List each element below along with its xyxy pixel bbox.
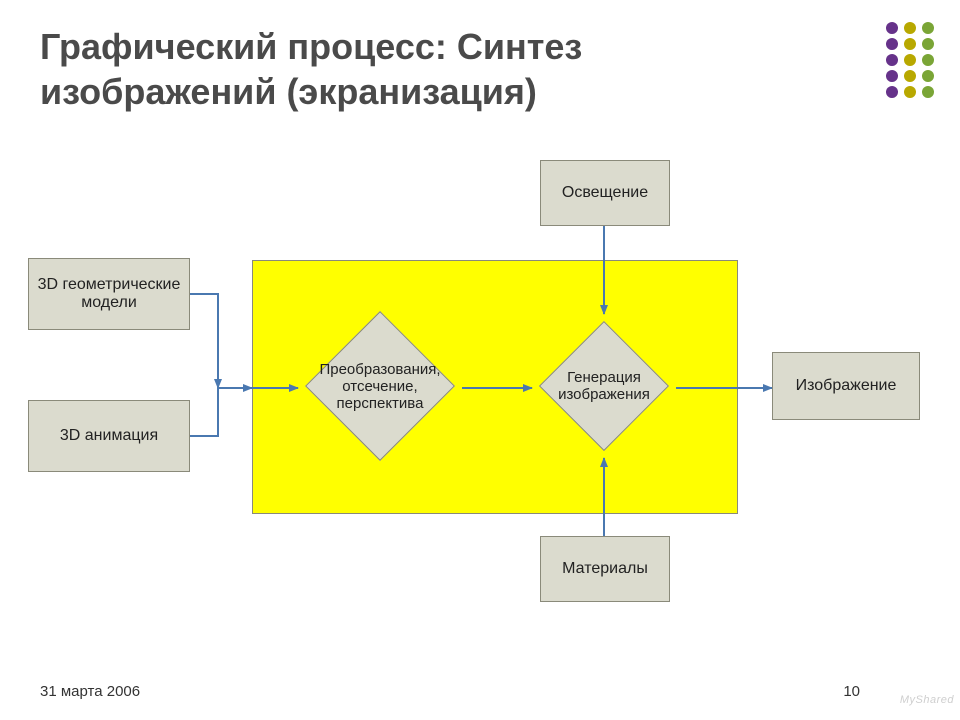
node-label: Изображение bbox=[796, 377, 897, 395]
footer-date: 31 марта 2006 bbox=[40, 683, 140, 700]
node-label: Преобразования, отсечение, перспектива bbox=[313, 361, 447, 412]
node-generate: Генерация изображения bbox=[539, 321, 669, 451]
footer-page-number: 10 bbox=[843, 683, 860, 700]
flow-diagram: 3D геометрические модели 3D анимация Осв… bbox=[0, 0, 960, 720]
node-transform: Преобразования, отсечение, перспектива bbox=[305, 311, 455, 461]
node-label: 3D анимация bbox=[60, 427, 158, 445]
footer-watermark: MyShared bbox=[900, 694, 954, 706]
node-label: Материалы bbox=[562, 560, 648, 578]
node-3d-models: 3D геометрические модели bbox=[28, 258, 190, 330]
node-output-image: Изображение bbox=[772, 352, 920, 420]
node-label: Освещение bbox=[562, 184, 648, 202]
node-3d-animation: 3D анимация bbox=[28, 400, 190, 472]
node-label: 3D геометрические модели bbox=[33, 276, 185, 312]
node-lighting: Освещение bbox=[540, 160, 670, 226]
node-materials: Материалы bbox=[540, 536, 670, 602]
node-label: Генерация изображения bbox=[547, 369, 661, 403]
